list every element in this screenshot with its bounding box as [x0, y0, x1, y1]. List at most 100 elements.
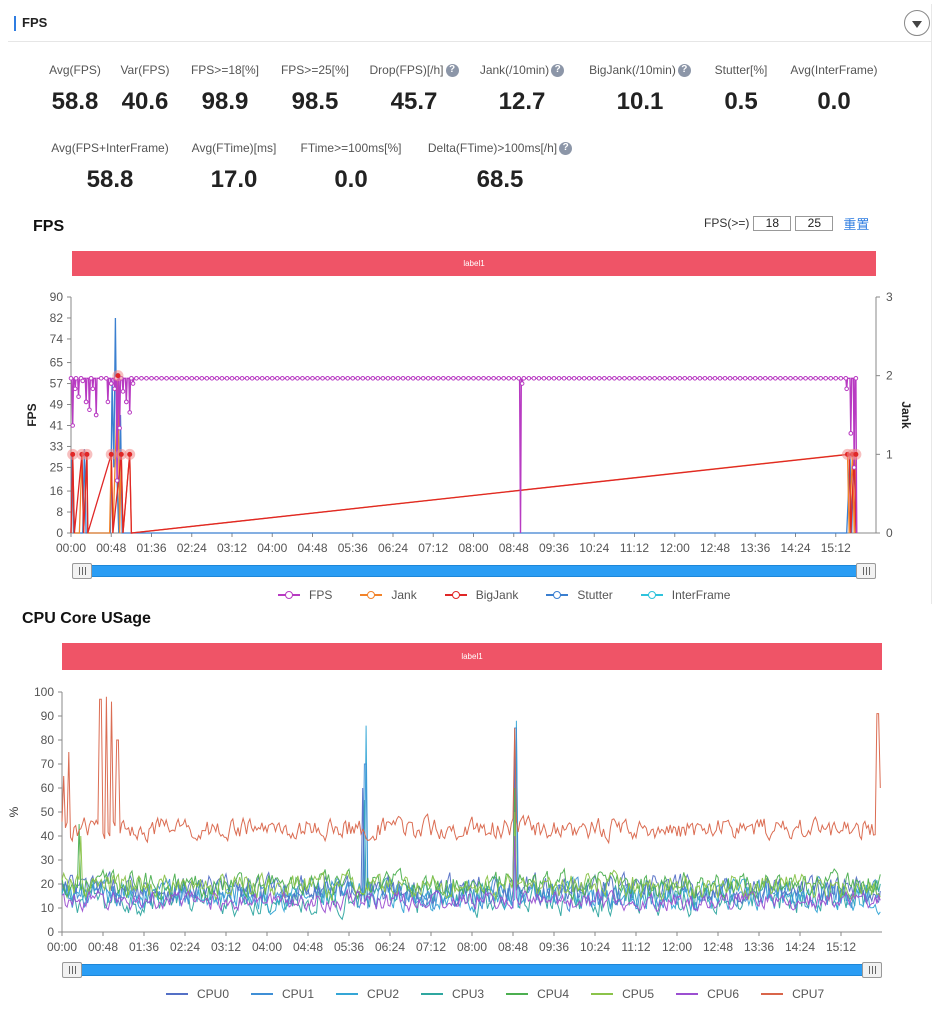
fps-threshold-controls: FPS(>=) 重置: [704, 214, 869, 232]
y2-tick-label: 0: [886, 526, 893, 540]
cpu-slider-track[interactable]: [72, 964, 872, 976]
series-cpu4: [61, 787, 881, 902]
fps-point: [657, 375, 662, 381]
fps-point: [672, 375, 678, 381]
fps-panel: [4, 4, 932, 604]
fps-point: [360, 375, 366, 381]
fps-point: [732, 375, 738, 381]
cpu-slider-left-handle[interactable]: [62, 962, 82, 978]
legend-item-bigjank[interactable]: BigJank: [444, 588, 518, 602]
fps-point: [632, 375, 637, 381]
x-tick-label: 14:24: [785, 940, 815, 954]
help-icon[interactable]: ?: [559, 141, 573, 155]
legend-label: InterFrame: [671, 588, 731, 602]
fps-dip-point: [105, 399, 111, 405]
help-icon[interactable]: ?: [445, 63, 459, 77]
x-tick-label: 00:48: [88, 940, 118, 954]
legend-item-cpu6[interactable]: CPU6: [676, 987, 739, 1001]
fps-point: [355, 375, 361, 381]
y-tick-label: 90: [41, 709, 55, 723]
fps-point: [531, 375, 537, 381]
legend-swatch: [591, 989, 614, 999]
legend-item-interframe[interactable]: InterFrame: [640, 588, 731, 602]
x-tick-label: 08:48: [499, 541, 529, 555]
fps-point: [425, 375, 431, 381]
y-axis-label: %: [7, 806, 21, 817]
x-tick-label: 08:00: [457, 940, 487, 954]
legend-item-cpu5[interactable]: CPU5: [591, 987, 654, 1001]
fps-point: [556, 375, 562, 381]
help-icon[interactable]: ?: [551, 63, 565, 77]
legend-item-cpu3[interactable]: CPU3: [421, 987, 484, 1001]
fps-point: [330, 375, 335, 381]
fps-point: [144, 375, 149, 381]
fps-threshold-label: FPS(>=): [704, 216, 750, 230]
fps-point: [571, 375, 577, 381]
fps-point: [471, 375, 476, 381]
x-tick-label: 00:48: [96, 541, 126, 555]
fps-point: [189, 375, 195, 381]
metric-ftime-100ms: FTime>=100ms[%] 0.0: [271, 140, 431, 194]
legend-item-fps[interactable]: FPS: [278, 588, 332, 602]
y2-tick-label: 3: [886, 290, 893, 304]
fps-point: [773, 375, 778, 381]
fps-point: [149, 375, 154, 381]
fps-point: [461, 375, 466, 381]
legend-label: CPU4: [537, 987, 570, 1001]
fps-dip-point: [519, 381, 525, 386]
fps-dip-point: [87, 407, 92, 413]
legend-item-cpu2[interactable]: CPU2: [336, 987, 399, 1001]
legend-item-cpu0[interactable]: CPU0: [166, 987, 229, 1001]
fps-dip-point: [851, 465, 857, 470]
x-tick-label: 08:48: [498, 940, 528, 954]
legend-item-stutter[interactable]: Stutter: [546, 588, 613, 602]
fps-point: [682, 375, 688, 381]
metric-label: FTime>=100ms[%]: [300, 141, 402, 155]
fps-point: [607, 375, 612, 381]
fps-point: [385, 375, 391, 381]
fps-point: [179, 375, 184, 381]
collapse-button[interactable]: [904, 10, 930, 36]
fps-threshold-low-input[interactable]: [753, 215, 792, 231]
x-tick-label: 00:00: [56, 541, 86, 555]
cpu-label-bar[interactable]: label1: [62, 643, 882, 670]
fps-point: [134, 375, 139, 381]
legend-item-cpu7[interactable]: CPU7: [761, 987, 824, 1001]
fps-threshold-high-input[interactable]: [795, 215, 834, 231]
fps-point: [199, 375, 205, 381]
legend-label: CPU3: [452, 987, 485, 1001]
fps-point: [269, 375, 275, 381]
legend-swatch: [640, 590, 663, 600]
fps-point: [793, 375, 798, 381]
legend-item-cpu4[interactable]: CPU4: [506, 987, 569, 1001]
help-icon[interactable]: ?: [677, 63, 691, 77]
fps-point: [581, 375, 587, 381]
fps-time-slider[interactable]: [72, 563, 876, 579]
cpu-slider-right-handle[interactable]: [862, 962, 882, 978]
cpu-time-slider[interactable]: [62, 962, 882, 978]
fps-point: [712, 375, 718, 381]
fps-slider-track[interactable]: [82, 565, 866, 577]
fps-slider-right-handle[interactable]: [856, 563, 876, 579]
legend-item-cpu1[interactable]: CPU1: [251, 987, 314, 1001]
fps-point: [259, 375, 265, 381]
fps-point: [204, 375, 210, 381]
axes: 0 10 20 30 40 50 60 70 80 90 100 00:00 00:48 01:36 02:…: [34, 685, 882, 954]
fps-slider-left-handle[interactable]: [72, 563, 92, 579]
metric-value: 98.9: [201, 88, 249, 115]
fps-point: [768, 375, 773, 381]
jank-point: [127, 451, 133, 457]
fps-point: [295, 375, 300, 381]
fps-point: [742, 375, 748, 381]
fps-label-bar[interactable]: label1: [72, 251, 876, 276]
metric-value: 0.0: [817, 88, 851, 115]
reset-button[interactable]: 重置: [843, 216, 870, 232]
metric-avg-fps: Avg(FPS) 58.8: [0, 62, 155, 116]
legend-item-jank[interactable]: Jank: [360, 588, 417, 602]
metric-label: Avg(FPS): [49, 63, 101, 77]
fps-point: [435, 375, 441, 381]
fps-point: [637, 375, 642, 381]
fps-point: [596, 375, 602, 381]
fps-point: [778, 375, 783, 381]
metric-label: BigJank(/10min): [589, 63, 676, 77]
